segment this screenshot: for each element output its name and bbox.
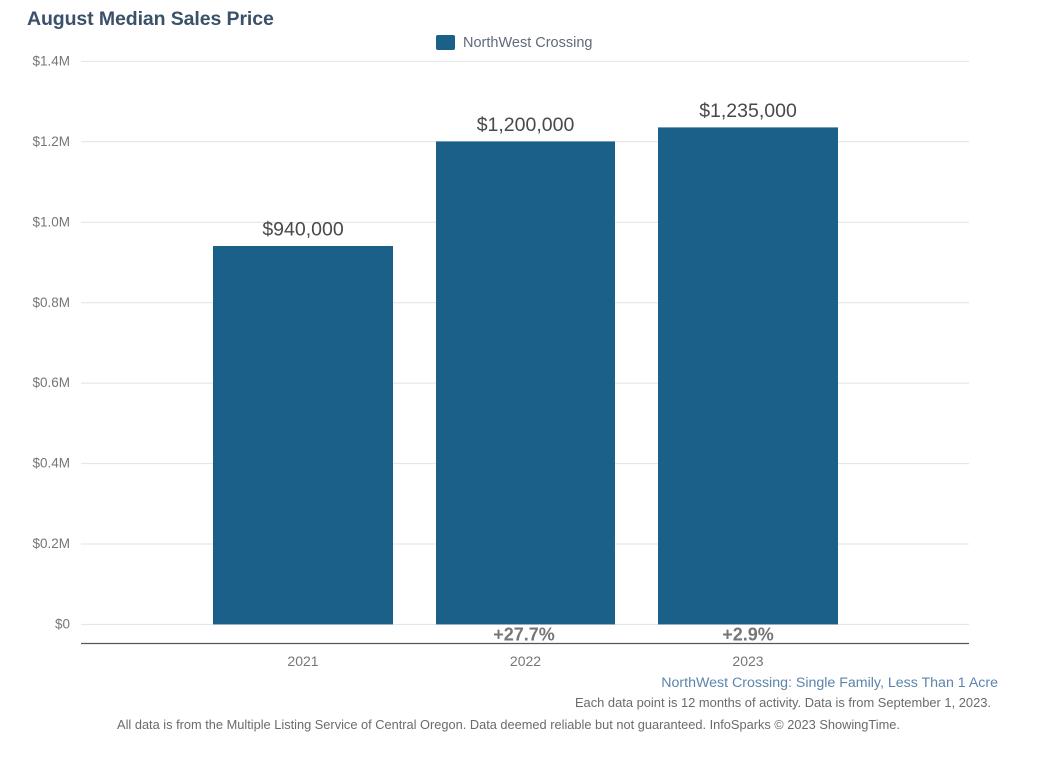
svg-text:$1.0M: $1.0M bbox=[32, 214, 70, 229]
svg-text:2022: 2022 bbox=[510, 653, 541, 669]
svg-text:$1.2M: $1.2M bbox=[32, 134, 70, 149]
svg-text:$1,200,000: $1,200,000 bbox=[477, 114, 575, 136]
svg-text:2021: 2021 bbox=[287, 653, 318, 669]
svg-text:+2.9%: +2.9% bbox=[722, 625, 774, 645]
svg-text:2023: 2023 bbox=[732, 653, 763, 669]
svg-text:$0.2M: $0.2M bbox=[32, 536, 70, 551]
svg-text:$0: $0 bbox=[55, 617, 70, 632]
svg-text:$0.8M: $0.8M bbox=[32, 295, 70, 310]
svg-text:$940,000: $940,000 bbox=[262, 219, 343, 241]
svg-text:$0.6M: $0.6M bbox=[32, 375, 70, 390]
svg-text:+27.7%: +27.7% bbox=[493, 625, 555, 645]
svg-text:$0.4M: $0.4M bbox=[32, 456, 70, 471]
svg-text:$1.4M: $1.4M bbox=[32, 54, 70, 69]
svg-text:$1,235,000: $1,235,000 bbox=[699, 100, 797, 122]
